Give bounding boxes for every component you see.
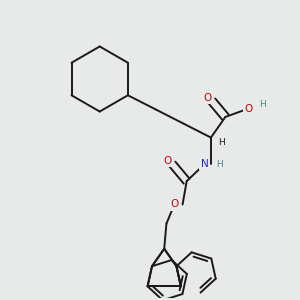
Text: H: H: [216, 160, 223, 169]
Text: O: O: [203, 93, 212, 103]
Text: O: O: [244, 104, 253, 114]
Text: N: N: [200, 159, 208, 169]
Text: H: H: [259, 100, 266, 109]
Text: O: O: [164, 156, 172, 166]
Text: O: O: [170, 200, 178, 209]
Text: H: H: [218, 138, 225, 147]
